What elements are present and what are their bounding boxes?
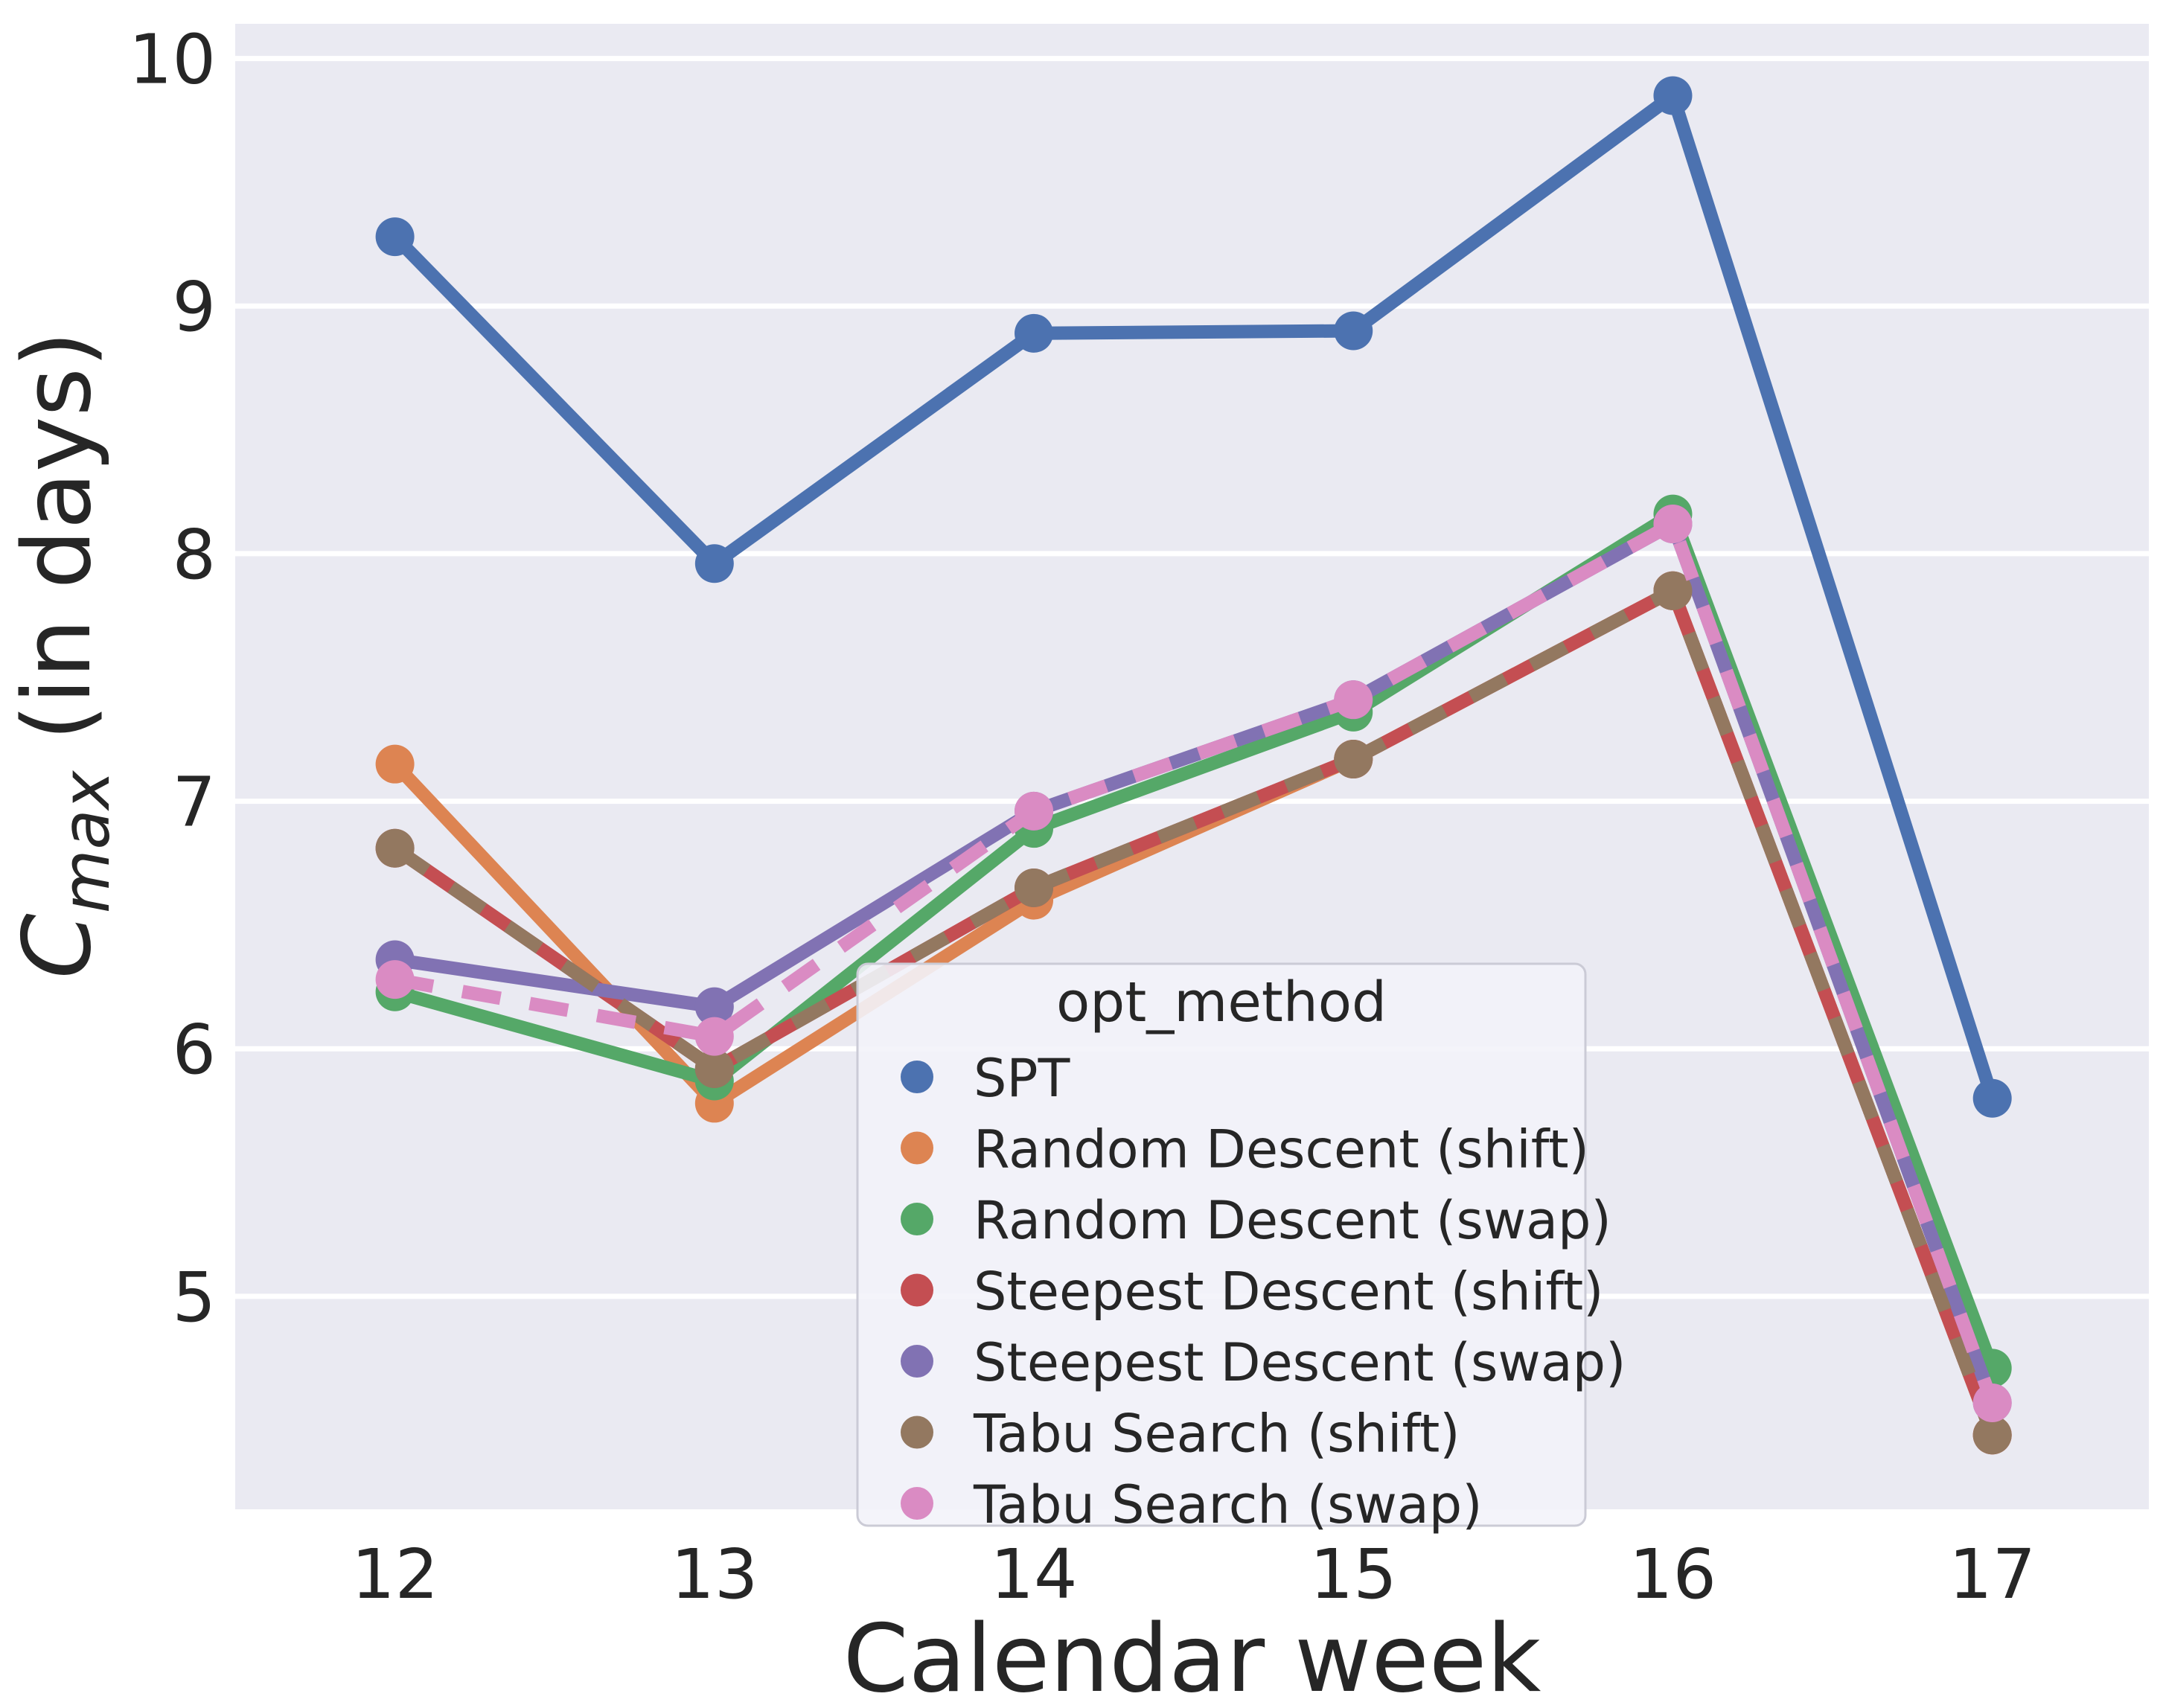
legend-marker-icon: [901, 1487, 933, 1520]
x-tick-label: 14: [990, 1535, 1077, 1614]
legend-item: Tabu Search (shift): [901, 1404, 1460, 1465]
series-line-4: [394, 516, 1999, 1406]
y-tick-label: 5: [172, 1258, 216, 1337]
legend-item: SPT: [901, 1048, 1070, 1109]
legend-item: Random Descent (shift): [901, 1119, 1589, 1180]
x-tick-label: 17: [1949, 1535, 2036, 1614]
x-tick-label: 12: [351, 1535, 438, 1614]
data-point: [1972, 1416, 2012, 1455]
data-point: [1653, 76, 1693, 115]
legend-item: Steepest Descent (swap): [901, 1332, 1626, 1393]
y-tick-label: 10: [129, 20, 216, 100]
data-point: [694, 544, 734, 583]
data-point: [1334, 680, 1373, 720]
data-point: [1653, 504, 1693, 543]
legend-marker-icon: [901, 1203, 933, 1235]
series-line-5: [391, 583, 1999, 1438]
legend-item-label: Tabu Search (shift): [973, 1404, 1460, 1465]
data-point: [694, 1017, 734, 1056]
data-point: [1972, 1383, 2012, 1422]
x-tick-label: 16: [1629, 1535, 1716, 1614]
x-tick-label: 13: [671, 1535, 758, 1614]
data-point: [1015, 313, 1054, 353]
legend-item: Steepest Descent (shift): [901, 1261, 1604, 1322]
y-axis-label: Cmax (in days): [2, 331, 124, 979]
series-line-0: [390, 89, 1999, 1101]
legend-frame: [856, 962, 1587, 1527]
data-point: [1334, 740, 1373, 779]
legend-item-label: Random Descent (shift): [974, 1119, 1589, 1180]
legend-item-label: Steepest Descent (swap): [974, 1332, 1626, 1393]
data-point: [375, 960, 415, 999]
legend-item: Tabu Search (swap): [901, 1474, 1483, 1535]
x-tick-label: 15: [1310, 1535, 1397, 1614]
legend-item-label: SPT: [974, 1048, 1070, 1109]
y-tick-label: 7: [172, 763, 216, 842]
legend-marker-icon: [901, 1416, 933, 1449]
legend-item-label: Tabu Search (swap): [973, 1474, 1483, 1535]
legend-marker-icon: [901, 1273, 933, 1307]
legend-item-label: Steepest Descent (shift): [974, 1261, 1604, 1322]
legend-title: opt_method: [1056, 970, 1387, 1034]
legend-marker-icon: [901, 1131, 933, 1165]
legend-box: opt_method SPT Random Descent (shift) Rando…: [856, 962, 1626, 1535]
data-point: [375, 217, 415, 257]
data-point: [1972, 1078, 2012, 1118]
data-point: [1015, 869, 1054, 908]
y-tick-label: 9: [172, 267, 216, 347]
data-point: [1653, 571, 1693, 610]
data-point: [1015, 791, 1054, 831]
legend-marker-icon: [901, 1345, 933, 1378]
y-tick-label: 6: [172, 1010, 216, 1090]
data-point: [694, 987, 734, 1026]
legend-item: Random Descent (swap): [901, 1190, 1611, 1251]
data-point: [694, 1049, 734, 1088]
data-point: [375, 828, 415, 868]
legend-marker-icon: [901, 1061, 933, 1093]
data-point: [1334, 311, 1373, 351]
y-tick-label: 8: [172, 515, 216, 595]
legend-item-label: Random Descent (swap): [974, 1190, 1611, 1251]
data-point: [375, 744, 415, 784]
x-axis-label: Calendar week: [843, 1604, 1541, 1708]
